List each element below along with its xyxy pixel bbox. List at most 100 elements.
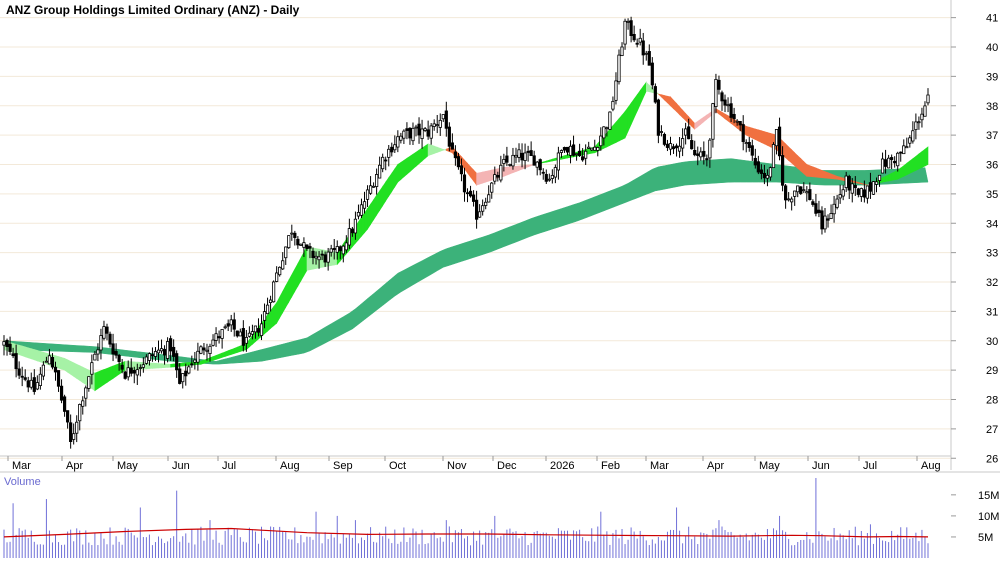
date-tick-label: Sep	[333, 460, 353, 472]
volume-axis: 5M 10M 15M	[951, 490, 999, 544]
short-ribbon-segment	[24, 346, 29, 359]
candle-body	[829, 213, 833, 219]
candle-body	[711, 103, 715, 140]
date-tick-label: Dec	[497, 460, 517, 472]
short-ribbon-segment	[409, 153, 414, 173]
candle-body	[229, 319, 233, 326]
short-ribbon-segment	[34, 349, 38, 362]
candle-body	[747, 141, 751, 148]
candle-body	[871, 181, 876, 195]
candle-body	[475, 199, 479, 220]
candle-body	[635, 42, 639, 45]
candle-body	[96, 349, 100, 355]
short-ribbon-segment	[367, 203, 371, 231]
candle-body	[883, 159, 888, 167]
candle-body	[756, 161, 760, 173]
candle-body	[596, 147, 600, 151]
short-ribbon-segment	[67, 359, 71, 375]
candle-body	[399, 135, 403, 141]
short-ribbon-segment	[891, 171, 895, 181]
candle-body	[574, 153, 579, 156]
candle-body	[538, 159, 542, 171]
candle-body	[66, 410, 70, 423]
short-ribbon-segment	[415, 149, 420, 167]
candle-body	[584, 150, 588, 159]
candle-body	[99, 335, 103, 351]
short-ribbon-segment	[767, 132, 771, 148]
candle-body	[2, 341, 6, 346]
candlestick-series	[2, 16, 930, 449]
price-tick-label: 32	[986, 277, 998, 289]
candle-body	[432, 123, 436, 127]
candle-body	[908, 137, 912, 144]
candle-body	[293, 232, 297, 238]
candle-body	[662, 133, 667, 145]
date-tick-label: Nov	[447, 460, 467, 472]
candle-body	[832, 203, 836, 215]
candle-body	[568, 145, 573, 156]
candle-body	[587, 146, 591, 149]
candle-body	[674, 145, 679, 149]
candle-body	[175, 353, 179, 371]
candle-body	[529, 150, 533, 157]
candle-body	[302, 242, 306, 248]
short-ribbon-segment	[237, 345, 241, 353]
candle-body	[26, 380, 30, 388]
candle-body	[402, 130, 406, 139]
candle-body	[899, 151, 903, 154]
candle-body	[202, 347, 206, 351]
candle-body	[874, 181, 879, 185]
short-ribbon-segment	[158, 363, 162, 369]
short-ribbon-segment	[752, 127, 756, 140]
candle-body	[705, 158, 709, 161]
short-ribbon-segment	[94, 371, 99, 392]
candle-body	[220, 329, 224, 339]
candle-body	[338, 246, 342, 252]
candle-body	[626, 20, 630, 23]
candle-body	[8, 343, 12, 352]
date-tick-label: Oct	[389, 460, 406, 472]
candle-body	[199, 346, 203, 354]
short-ribbon-segment	[79, 365, 84, 384]
candle-body	[141, 364, 145, 368]
short-ribbon-segment	[812, 166, 817, 178]
candle-body	[777, 126, 782, 157]
candle-body	[805, 191, 809, 194]
short-ribbon-segment	[103, 367, 108, 386]
candle-body	[656, 99, 660, 136]
candle-body	[750, 145, 754, 156]
candle-body	[320, 253, 324, 256]
candle-body	[511, 154, 515, 167]
candle-body	[856, 188, 860, 195]
candle-body	[917, 121, 921, 124]
candle-body	[47, 355, 52, 365]
candle-body	[105, 326, 109, 334]
candle-body	[923, 105, 927, 117]
candle-body	[490, 182, 494, 193]
short-ribbon-segment	[436, 146, 441, 153]
candle-body	[911, 130, 915, 142]
candle-body	[156, 349, 161, 354]
candle-body	[699, 151, 703, 158]
candle-body	[659, 131, 664, 133]
candle-body	[323, 254, 327, 263]
short-ribbon-segment	[797, 155, 802, 172]
candle-body	[462, 174, 467, 193]
candle-body	[159, 348, 164, 352]
candle-body	[723, 99, 727, 106]
candle-body	[117, 354, 121, 363]
volume-tick-label: 5M	[978, 532, 993, 544]
candle-body	[535, 161, 539, 168]
short-ribbon-segment	[803, 160, 808, 177]
short-ribbon-segment	[824, 171, 829, 179]
short-ribbon-segment	[61, 357, 65, 371]
price-tick-label: 36	[986, 160, 998, 172]
volume-tick-label: 15M	[978, 490, 999, 502]
candle-body	[381, 156, 385, 170]
candle-body	[581, 156, 585, 161]
candle-body	[265, 304, 270, 315]
candle-body	[526, 150, 530, 153]
candle-body	[375, 174, 379, 187]
candle-body	[799, 186, 803, 194]
candle-body	[780, 155, 785, 186]
